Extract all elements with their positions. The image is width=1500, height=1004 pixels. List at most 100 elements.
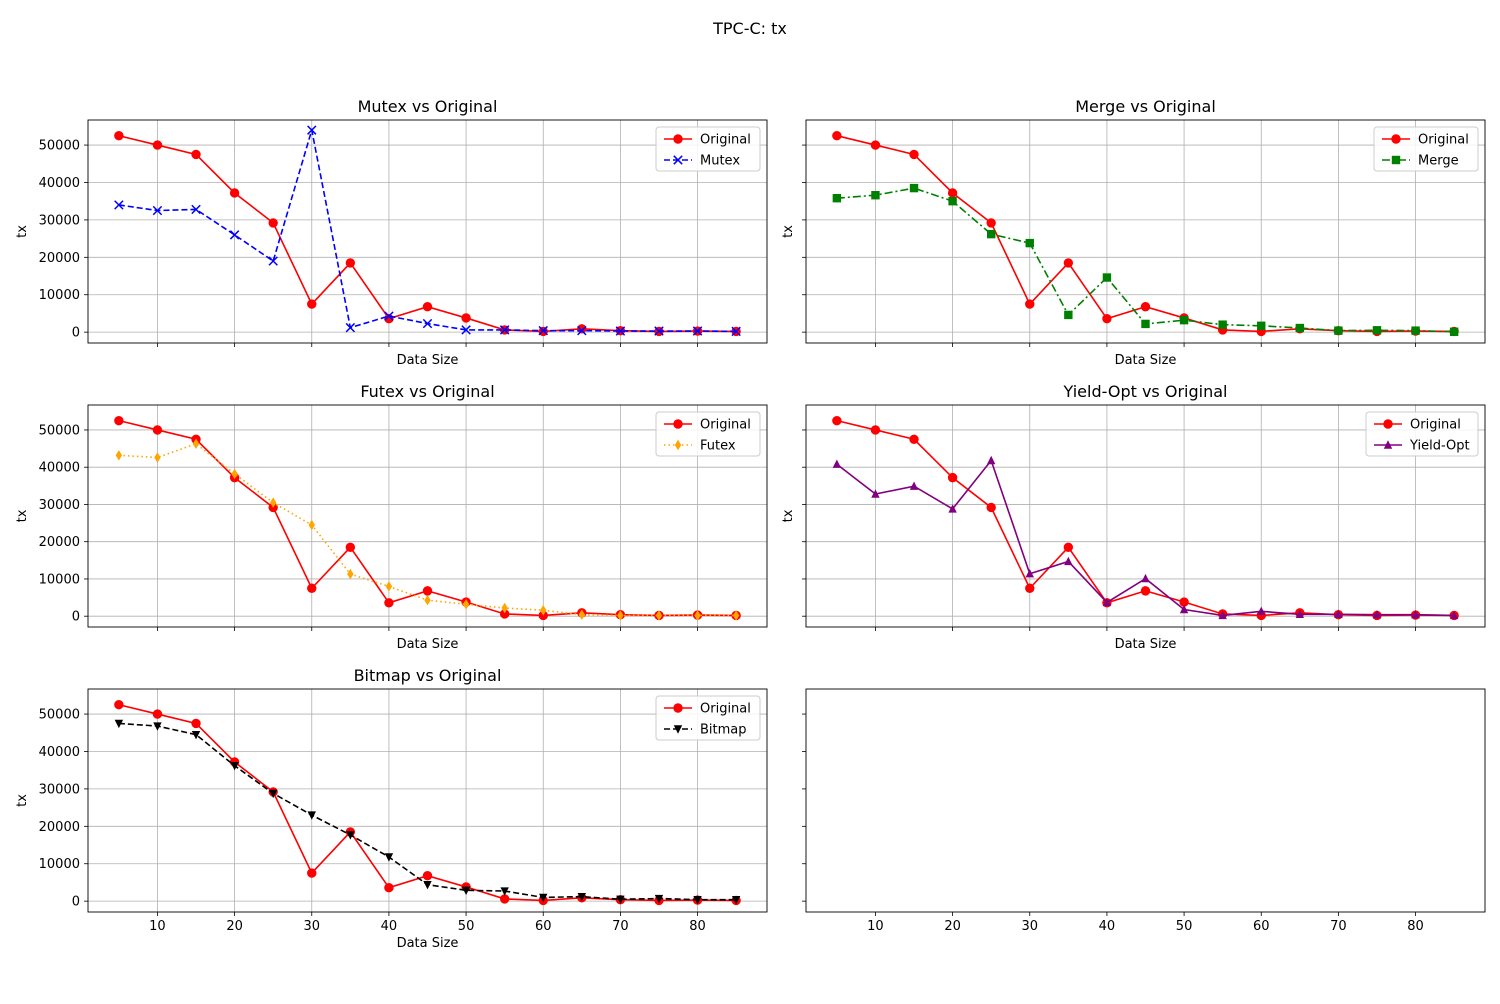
- legend-label: Mutex: [700, 154, 740, 169]
- data-point: [1411, 326, 1420, 335]
- data-point: [422, 586, 433, 596]
- legend-marker: [1391, 134, 1401, 144]
- data-point: [1295, 609, 1305, 619]
- data-point: [153, 722, 162, 731]
- data-point: [615, 326, 626, 336]
- data-point: [1218, 320, 1227, 329]
- data-point: [947, 472, 958, 483]
- data-point: [1102, 313, 1112, 324]
- data-point: [269, 497, 277, 508]
- legend-marker: [1391, 155, 1401, 165]
- legend-label: Original: [700, 418, 751, 433]
- data-point: [384, 882, 394, 893]
- x-axis-label: Data Size: [397, 637, 459, 652]
- data-point: [501, 602, 508, 614]
- data-point: [1141, 573, 1150, 583]
- y-tick-label: 0: [72, 895, 80, 910]
- data-point: [385, 581, 393, 592]
- data-point: [870, 140, 881, 150]
- legend-marker: [673, 155, 683, 165]
- data-point: [422, 318, 433, 329]
- y-tick-label: 20000: [39, 251, 80, 266]
- legend-label: Original: [1410, 418, 1461, 433]
- x-axis-label: Data Size: [397, 353, 459, 368]
- data-point: [1102, 273, 1112, 282]
- y-tick-label: 50000: [39, 423, 80, 438]
- data-point: [500, 887, 509, 896]
- y-axis-label: tx: [15, 509, 30, 522]
- y-tick-label: 20000: [39, 535, 80, 550]
- data-point: [1025, 569, 1034, 578]
- subplot-1: 0 10000 20000 30000 40000 50000 Mutex vs Origi…: [15, 97, 768, 368]
- data-point: [1140, 302, 1151, 312]
- y-tick-label: 30000: [39, 782, 80, 797]
- data-point: [578, 609, 586, 620]
- series-yield-opt: [832, 455, 1459, 620]
- x-tick-label: 80: [1407, 919, 1424, 934]
- x-tick-label: 40: [381, 919, 398, 934]
- subplot-4: Yield-Opt vs Original Data Size tx Original…: [781, 382, 1486, 652]
- data-point: [268, 256, 278, 266]
- data-point: [654, 326, 664, 336]
- data-point: [422, 302, 433, 312]
- data-point: [539, 893, 548, 903]
- data-point: [1064, 556, 1073, 566]
- x-tick-label: 20: [944, 919, 961, 934]
- data-point: [1334, 326, 1343, 335]
- data-point: [1257, 321, 1266, 330]
- x-axis-label: Data Size: [397, 936, 459, 951]
- data-point: [832, 415, 842, 426]
- subplot-title: Bitmap vs Original: [354, 666, 502, 685]
- legend: Original Yield-Opt: [1365, 411, 1479, 457]
- figure-title: TPC-C: tx: [712, 19, 787, 38]
- data-point: [538, 325, 548, 336]
- x-tick-label: 60: [1253, 919, 1270, 934]
- data-point: [617, 610, 624, 621]
- data-point: [230, 762, 239, 771]
- y-tick-label: 30000: [39, 213, 80, 228]
- subplot-title: Futex vs Original: [360, 382, 494, 401]
- axes-frame: [805, 688, 1486, 913]
- data-point: [307, 583, 317, 593]
- data-point: [1257, 606, 1266, 616]
- legend-label: Bitmap: [700, 723, 747, 738]
- data-point: [540, 605, 547, 616]
- axes-frame: [87, 404, 768, 628]
- data-point: [1372, 326, 1382, 335]
- data-point: [192, 438, 200, 449]
- data-point: [114, 415, 124, 426]
- legend-marker: [673, 134, 683, 144]
- data-point: [229, 230, 240, 240]
- axes-frame: [805, 404, 1486, 628]
- data-point: [191, 149, 201, 160]
- y-tick-label: 10000: [39, 288, 80, 303]
- data-point: [231, 468, 238, 480]
- legend-marker: [673, 725, 683, 734]
- data-point: [693, 895, 702, 905]
- legend-label: Futex: [700, 439, 736, 454]
- data-point: [909, 183, 919, 193]
- series-bitmap: [114, 719, 741, 905]
- subplot-title: Yield-Opt vs Original: [1063, 382, 1228, 401]
- data-point: [986, 455, 996, 465]
- x-tick-label: 50: [458, 919, 475, 934]
- data-point: [1334, 609, 1343, 619]
- plot-area: [806, 689, 1485, 912]
- data-point: [909, 149, 919, 160]
- data-point: [191, 718, 201, 729]
- data-point: [114, 200, 124, 210]
- x-tick-label: 30: [1021, 919, 1038, 934]
- legend-label: Merge: [1418, 154, 1459, 169]
- x-tick-label: 30: [303, 919, 320, 934]
- data-point: [462, 599, 470, 610]
- data-point: [152, 205, 163, 216]
- data-point: [152, 709, 163, 719]
- data-point: [1064, 310, 1073, 320]
- subplot-3: 0 10000 20000 30000 40000 50000 Futex vs Origi…: [15, 382, 768, 652]
- y-tick-label: 40000: [39, 745, 80, 760]
- y-tick-label: 0: [72, 610, 80, 625]
- data-point: [1449, 327, 1459, 336]
- data-point: [986, 218, 996, 228]
